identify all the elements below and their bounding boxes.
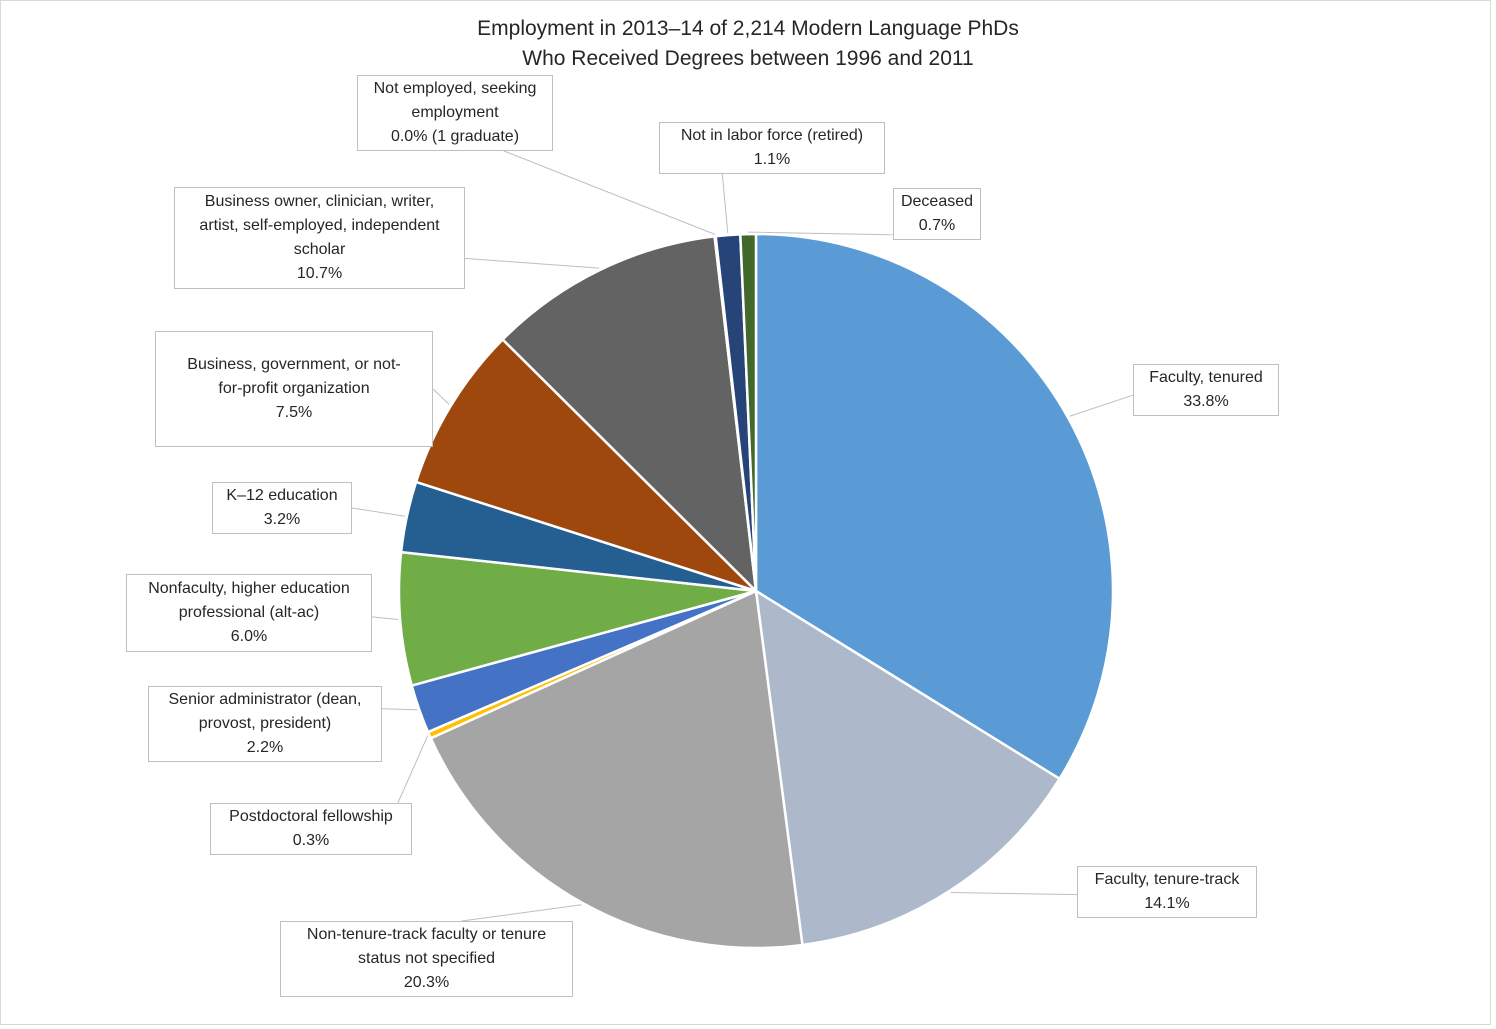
data-label-value: 7.5% <box>275 404 313 421</box>
data-label-category: Business, government, or not- <box>187 356 401 373</box>
data-label-category: Faculty, tenured <box>1149 369 1263 386</box>
data-label-value: 33.8% <box>1183 393 1229 410</box>
leader-line <box>351 507 405 517</box>
leader-line <box>461 904 582 922</box>
leader-line <box>464 257 600 269</box>
leader-line <box>432 388 450 405</box>
data-label: Non-tenure-track faculty or tenure status… <box>280 921 573 997</box>
data-label-value: 3.2% <box>263 511 301 528</box>
pie-slice <box>754 232 1115 781</box>
pie-slice <box>501 235 758 593</box>
pie-slice <box>754 589 1061 947</box>
data-label-category: artist, self-employed, independent <box>199 217 440 234</box>
pie-slice <box>739 232 758 593</box>
leader-line <box>397 735 429 804</box>
data-label: Deceased 0.7% <box>893 188 981 240</box>
data-label-category: Postdoctoral fellowship <box>229 808 393 825</box>
data-label-category: professional (alt-ac) <box>178 604 320 621</box>
data-label-category: Senior administrator (dean, <box>168 691 362 708</box>
chart-title-block: Employment in 2013–14 of 2,214 Modern La… <box>0 14 1496 74</box>
chart-subtitle: Who Received Degrees between 1996 and 20… <box>522 47 974 70</box>
data-label: Faculty, tenured 33.8% <box>1133 364 1279 416</box>
data-label: Nonfaculty, higher education professional… <box>126 574 372 652</box>
data-label-category: Not employed, seeking <box>373 80 537 97</box>
leader-line <box>371 616 399 620</box>
data-label-value: 0.0% (1 graduate) <box>390 128 520 145</box>
data-label: Business, government, or not-for-profit … <box>155 331 433 447</box>
data-label-category: provost, president) <box>198 715 332 732</box>
pie-slice <box>397 550 758 687</box>
data-label-category: Faculty, tenure-track <box>1094 871 1240 888</box>
data-label-category: status not specified <box>358 950 495 967</box>
leader-line <box>381 708 418 711</box>
data-label-category: for-profit organization <box>218 380 370 397</box>
data-label: Business owner, clinician, writer, artist… <box>174 187 465 289</box>
data-label: Not in labor force (retired) 1.1% <box>659 122 885 174</box>
leader-line <box>748 231 894 236</box>
pie-slices <box>397 232 1115 950</box>
data-label-value: 10.7% <box>296 265 343 282</box>
data-label-category: employment <box>411 104 499 121</box>
pie-slice <box>414 338 758 593</box>
data-label-category: Business owner, clinician, writer, <box>204 193 435 210</box>
data-label-category: Deceased <box>900 193 974 210</box>
pie-slice <box>429 589 804 950</box>
data-label: Not employed, seeking employment 0.0% (1 g… <box>357 75 553 151</box>
data-label-value: 2.2% <box>246 739 284 756</box>
data-label-category: K–12 education <box>226 487 338 504</box>
data-label-category: Not in labor force (retired) <box>680 127 864 144</box>
data-label: K–12 education 3.2% <box>212 482 352 534</box>
leader-line <box>721 173 729 234</box>
data-label: Faculty, tenure-track 14.1% <box>1077 866 1257 918</box>
leader-line <box>1069 394 1134 417</box>
data-label-category: Non-tenure-track faculty or tenure <box>306 926 547 943</box>
data-label-value: 20.3% <box>403 974 450 991</box>
data-label-value: 14.1% <box>1144 895 1190 912</box>
data-label-value: 1.1% <box>753 151 791 168</box>
data-label-category: scholar <box>293 241 346 258</box>
data-label-value: 0.7% <box>918 217 956 234</box>
data-label-value: 6.0% <box>230 628 268 645</box>
leader-lines <box>351 150 1134 922</box>
chart-title: Employment in 2013–14 of 2,214 Modern La… <box>477 17 1019 40</box>
leader-line <box>950 892 1078 896</box>
data-label-value: 0.3% <box>292 832 330 849</box>
leader-line <box>503 150 716 235</box>
data-label-category: Nonfaculty, higher education <box>148 580 350 597</box>
data-label: Senior administrator (dean, provost, pres… <box>148 686 382 762</box>
data-label: Postdoctoral fellowship 0.3% <box>210 803 412 855</box>
